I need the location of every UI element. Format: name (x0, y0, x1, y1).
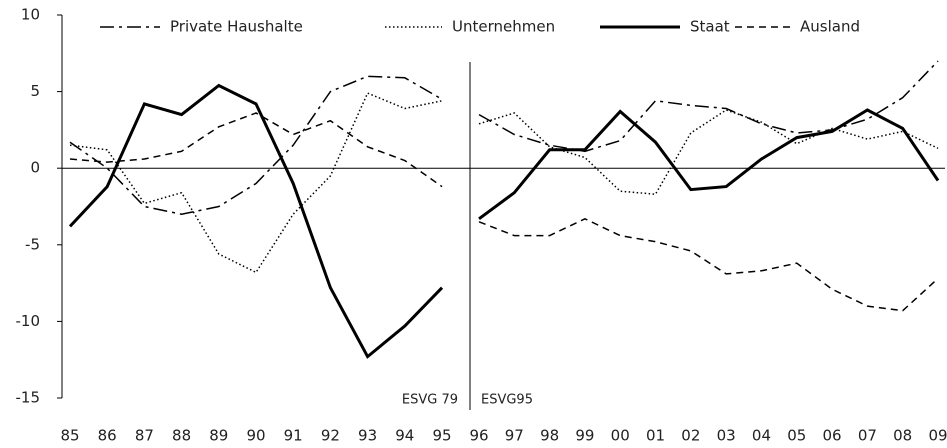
y-tick-label: -5 (25, 235, 40, 253)
x-tick-label: 04 (752, 427, 771, 445)
x-tick-label: 01 (646, 427, 665, 445)
x-tick-label: 07 (858, 427, 877, 445)
x-tick-label: 89 (209, 427, 228, 445)
x-tick-label: 99 (575, 427, 594, 445)
annotation: ESVG95 (481, 393, 533, 408)
legend-label: Private Haushalte (170, 18, 303, 36)
x-tick-label: 08 (893, 427, 912, 445)
x-tick-label: 85 (60, 427, 79, 445)
x-tick-label: 05 (787, 427, 806, 445)
series-line (69, 92, 443, 274)
y-tick-label: -15 (16, 389, 41, 407)
legend-label: Unternehmen (452, 18, 555, 36)
x-tick-label: 88 (172, 427, 191, 445)
series-line (478, 217, 939, 312)
x-tick-label: 09 (928, 427, 947, 445)
series-line (68, 83, 444, 359)
x-tick-label: 93 (358, 427, 377, 445)
legend-label: Ausland (800, 18, 860, 36)
x-tick-label: 94 (395, 427, 414, 445)
x-tick-label: 97 (505, 427, 524, 445)
x-tick-label: 86 (98, 427, 117, 445)
series-line (478, 108, 940, 221)
x-tick-label: 92 (321, 427, 340, 445)
y-tick-label: 5 (30, 82, 40, 100)
series-line (69, 75, 443, 215)
y-tick-label: 0 (30, 159, 40, 177)
x-tick-label: 02 (681, 427, 700, 445)
x-tick-label: 98 (540, 427, 559, 445)
x-tick-label: 03 (717, 427, 736, 445)
x-tick-label: 96 (469, 427, 488, 445)
x-tick-label: 91 (284, 427, 303, 445)
series-line (69, 112, 443, 188)
x-tick-label: 87 (135, 427, 154, 445)
series-line (478, 60, 939, 153)
legend-label: Staat (690, 18, 730, 36)
x-tick-label: 06 (823, 427, 842, 445)
y-tick-label: -10 (16, 312, 41, 330)
x-tick-label: 90 (246, 427, 265, 445)
x-tick-label: 95 (432, 427, 451, 445)
x-tick-label: 00 (611, 427, 630, 445)
y-tick-label: 10 (21, 6, 40, 24)
annotation: ESVG 79 (402, 393, 458, 408)
